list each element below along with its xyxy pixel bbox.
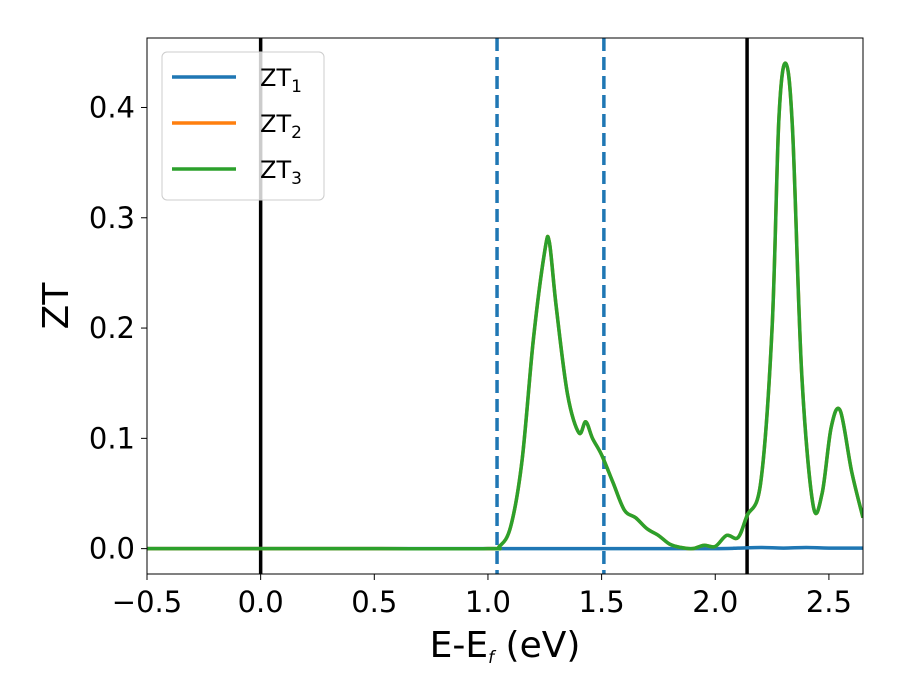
plot-frame (146, 37, 864, 575)
x-axis-label: E-Ef (eV) (430, 625, 581, 668)
x-tick-label: 1.5 (579, 585, 625, 619)
legend: ZT1 ZT2 ZT3 (161, 51, 325, 201)
x-tick-label: −0.5 (112, 585, 182, 619)
x-tick-label: 2.0 (692, 585, 738, 619)
x-tick-label: 2.5 (806, 585, 852, 619)
x-tick-label: 1.0 (465, 585, 511, 619)
legend-label-zt1: ZT1 (260, 64, 302, 97)
y-tick-label: 0.0 (89, 532, 135, 566)
legend-label-zt3: ZT3 (260, 156, 302, 189)
y-axis-label: ZT (36, 282, 77, 330)
y-tick-label: 0.3 (89, 201, 135, 235)
x-tick-label: 0.0 (238, 585, 284, 619)
y-tick-label: 0.1 (89, 421, 135, 455)
x-tick-label: 0.5 (351, 585, 397, 619)
y-tick-label: 0.4 (89, 90, 135, 124)
legend-label-zt2: ZT2 (260, 110, 302, 143)
y-tick-label: 0.2 (89, 311, 135, 345)
series-line-zt3 (147, 61, 863, 551)
legend-box (161, 51, 325, 201)
